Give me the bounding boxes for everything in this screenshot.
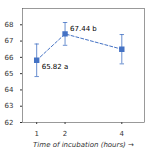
svg-text:67: 67 bbox=[5, 37, 14, 45]
svg-text:1: 1 bbox=[34, 130, 38, 138]
svg-text:67.44 b: 67.44 b bbox=[70, 25, 97, 33]
svg-text:Time of incubation (hours) →: Time of incubation (hours) → bbox=[33, 141, 134, 149]
svg-text:64: 64 bbox=[5, 86, 14, 94]
svg-text:66: 66 bbox=[5, 54, 14, 62]
svg-text:62: 62 bbox=[5, 119, 14, 127]
svg-text:63: 63 bbox=[5, 102, 14, 110]
svg-text:68: 68 bbox=[5, 21, 14, 29]
svg-text:4: 4 bbox=[120, 130, 125, 138]
svg-text:2: 2 bbox=[63, 130, 67, 138]
svg-text:65.82 a: 65.82 a bbox=[42, 63, 69, 71]
svg-text:65: 65 bbox=[5, 70, 14, 78]
